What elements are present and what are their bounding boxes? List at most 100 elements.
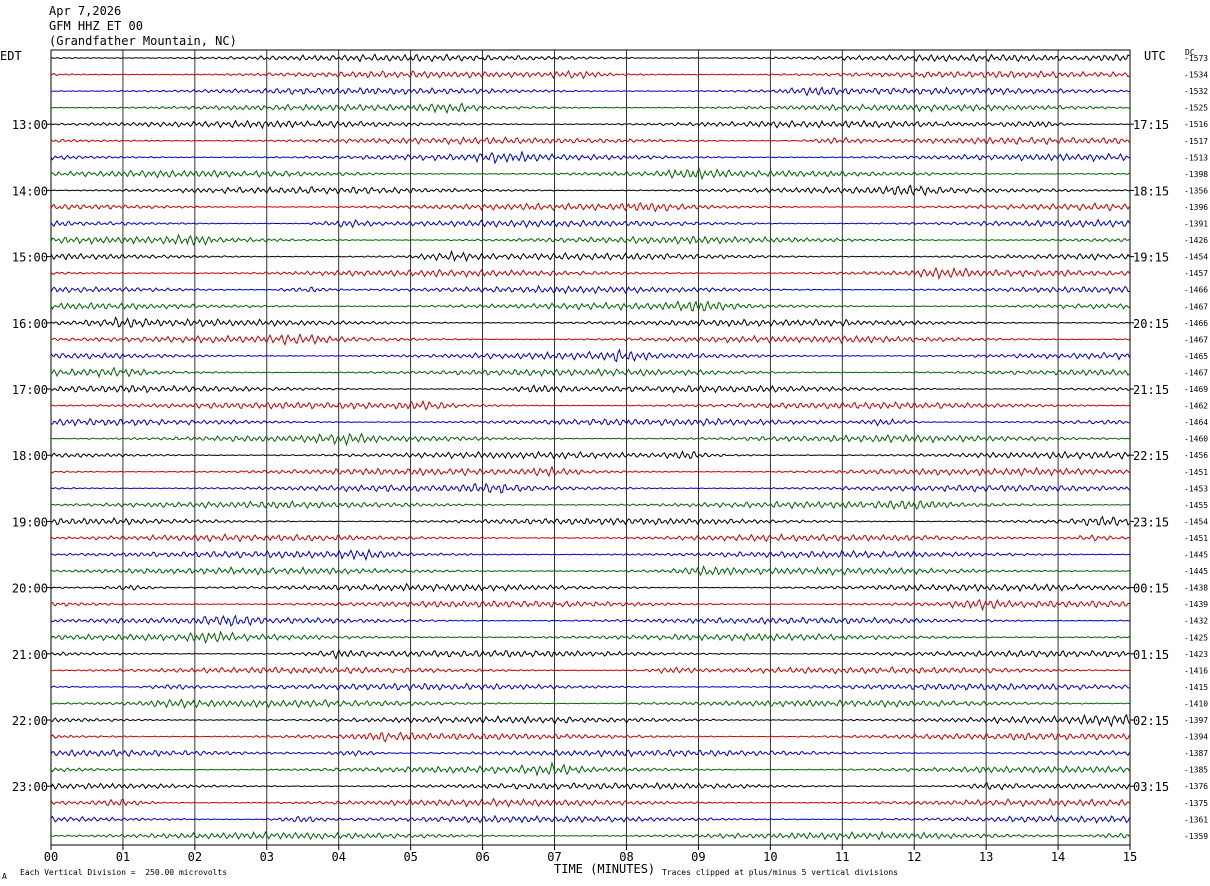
trace-line (50, 731, 1130, 743)
x-tick-label: 14 (1051, 850, 1065, 864)
x-tick-label: 15 (1123, 850, 1137, 864)
x-tick-label: 09 (691, 850, 705, 864)
utc-hour-label: 17:15 (1133, 118, 1169, 132)
trace-layer (50, 53, 1130, 841)
dc-offset-label: -1525 (1184, 104, 1208, 113)
trace-line (50, 598, 1130, 612)
dc-offset-label: -1451 (1184, 468, 1208, 477)
x-tick-label: 04 (332, 850, 346, 864)
edt-hour-label: 20:00 (12, 582, 48, 596)
label-layer: 00 01 02 03 04 05 06 07 08 09 10 11 12 13 14 15 -1573 -15… (12, 54, 1208, 864)
trace-line (50, 713, 1130, 728)
dc-offset-label: -1454 (1184, 517, 1208, 526)
dc-offset-label: -1438 (1184, 584, 1208, 593)
dc-offset-label: -1460 (1184, 435, 1208, 444)
trace-line (51, 53, 1130, 63)
trace-line (50, 249, 1130, 263)
trace-line (50, 384, 1130, 394)
dc-offset-label: -1394 (1184, 733, 1208, 742)
trace-line (50, 797, 1130, 808)
header-date: Apr 7,2026 (49, 4, 122, 18)
trace-line (50, 399, 1130, 411)
header-location: (Grandfather Mountain, NC) (49, 34, 237, 48)
dc-column-label: DC (1185, 48, 1195, 57)
utc-hour-label: 01:15 (1133, 648, 1169, 662)
trace-line (50, 814, 1130, 824)
trace-line (50, 749, 1130, 758)
utc-hour-label: 18:15 (1133, 184, 1169, 198)
x-tick-label: 07 (547, 850, 561, 864)
x-tick-label: 11 (835, 850, 849, 864)
edt-hour-label: 22:00 (12, 714, 48, 728)
dc-offset-label: -1456 (1184, 451, 1208, 460)
dc-offset-label: -1534 (1184, 71, 1208, 80)
x-tick-label: 02 (188, 850, 202, 864)
dc-offset-label: -1415 (1184, 683, 1208, 692)
dc-offset-label: -1451 (1184, 534, 1208, 543)
trace-line (50, 761, 1130, 777)
trace-line (50, 316, 1130, 328)
x-tick-label: 12 (907, 850, 921, 864)
dc-offset-label: -1385 (1184, 766, 1208, 775)
trace-line (50, 119, 1130, 130)
trace-line (50, 582, 1130, 593)
trace-line (50, 465, 1130, 478)
trace-line (50, 300, 1130, 312)
utc-hour-label: 21:15 (1133, 383, 1169, 397)
edt-axis-label: EDT (0, 49, 22, 63)
dc-offset-label: -1445 (1184, 567, 1208, 576)
x-tick-label: 08 (619, 850, 633, 864)
dc-offset-label: -1397 (1184, 716, 1208, 725)
trace-line (50, 565, 1130, 577)
utc-hour-label: 20:15 (1133, 317, 1169, 331)
edt-hour-label: 19:00 (12, 515, 48, 529)
trace-line (50, 348, 1130, 363)
scale-note: Each Vertical Division = 250.00 microvol… (20, 868, 228, 877)
trace-line (50, 830, 1130, 841)
dc-offset-label: -1457 (1184, 269, 1208, 278)
x-tick-label: 01 (116, 850, 130, 864)
grid-layer (47, 49, 1134, 850)
trace-line (50, 202, 1130, 213)
dc-offset-label: -1462 (1184, 402, 1208, 411)
trace-line (50, 515, 1130, 527)
trace-line (50, 482, 1130, 494)
dc-offset-label: -1467 (1184, 368, 1208, 377)
utc-hour-label: 00:15 (1133, 582, 1169, 596)
utc-hour-label: 02:15 (1133, 714, 1169, 728)
dc-offset-label: -1416 (1184, 666, 1208, 675)
dc-offset-label: -1513 (1184, 153, 1208, 162)
edt-hour-label: 21:00 (12, 648, 48, 662)
dc-offset-label: -1391 (1184, 220, 1208, 229)
dc-offset-label: -1398 (1184, 170, 1208, 179)
dc-offset-label: -1454 (1184, 253, 1208, 262)
utc-hour-label: 23:15 (1133, 515, 1169, 529)
dc-offset-label: -1423 (1184, 650, 1208, 659)
header-station: GFM HHZ ET 00 (49, 19, 143, 33)
x-tick-label: 03 (260, 850, 274, 864)
trace-line (50, 218, 1130, 229)
corner-mark: A (2, 872, 7, 881)
trace-line (50, 69, 1130, 80)
x-tick-label: 10 (763, 850, 777, 864)
dc-offset-label: -1466 (1184, 286, 1208, 295)
utc-hour-label: 19:15 (1133, 251, 1169, 265)
x-tick-label: 06 (475, 850, 489, 864)
dc-offset-label: -1375 (1184, 799, 1208, 808)
trace-line (50, 417, 1130, 427)
x-tick-label: 05 (403, 850, 417, 864)
dc-offset-label: -1432 (1184, 617, 1208, 626)
edt-hour-label: 16:00 (12, 317, 48, 331)
trace-line (50, 682, 1130, 692)
dc-offset-label: -1425 (1184, 633, 1208, 642)
plot-frame (50, 49, 1131, 846)
dc-offset-label: -1455 (1184, 501, 1208, 510)
dc-offset-label: -1376 (1184, 782, 1208, 791)
trace-line (50, 698, 1130, 710)
edt-hour-label: 15:00 (12, 251, 48, 265)
trace-line (50, 136, 1130, 146)
dc-offset-label: -1439 (1184, 600, 1208, 609)
edt-hour-label: 18:00 (12, 449, 48, 463)
dc-offset-label: -1387 (1184, 749, 1208, 758)
